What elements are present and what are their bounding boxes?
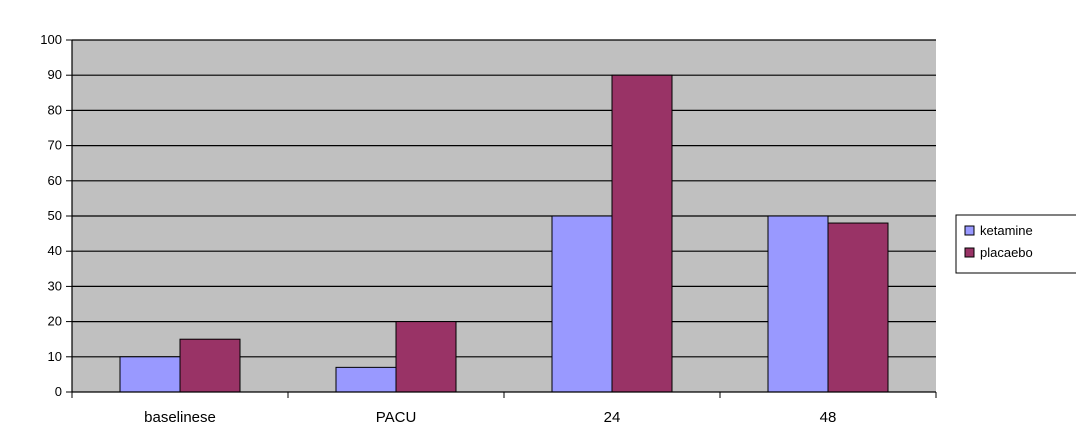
legend: ketamine placaebo <box>955 214 1076 274</box>
x-tick-label: 24 <box>604 409 621 426</box>
bar-ketamine-baselinese <box>119 356 181 393</box>
y-tick-label: 50 <box>48 208 62 223</box>
y-axis: 0 10 20 30 40 50 60 70 80 90 100 <box>40 32 73 399</box>
y-tick-label: 10 <box>48 349 62 364</box>
x-tick-label: 48 <box>820 409 837 426</box>
y-tick-label: 90 <box>48 67 62 82</box>
y-tick-label: 100 <box>40 32 62 47</box>
legend-box <box>955 214 1076 274</box>
x-tick-label: PACU <box>376 409 417 426</box>
bar-placaebo-24 <box>611 74 673 393</box>
y-tick-label: 60 <box>48 173 62 188</box>
legend-label-ketamine: ketamine <box>980 223 1033 238</box>
bar-placaebo-PACU <box>395 321 457 393</box>
bar-placaebo-baselinese <box>179 338 241 393</box>
y-tick-label: 30 <box>48 278 62 293</box>
legend-swatch-placaebo <box>964 247 975 258</box>
bar-ketamine-48 <box>767 215 829 393</box>
y-tick-label: 70 <box>48 138 62 153</box>
y-tick-label: 80 <box>48 102 62 117</box>
y-tick-label: 0 <box>55 384 62 399</box>
legend-swatch-ketamine <box>964 225 975 236</box>
bar-placaebo-48 <box>827 222 889 393</box>
y-tick-label: 20 <box>48 314 62 329</box>
x-tick-label: baselinese <box>144 409 216 426</box>
bar-ketamine-PACU <box>335 366 397 393</box>
x-axis: baselinese PACU 24 48 <box>71 391 937 426</box>
grid-lines <box>72 39 936 358</box>
y-tick-label: 40 <box>48 243 62 258</box>
bar-ketamine-24 <box>551 215 613 393</box>
legend-label-placaebo: placaebo <box>980 245 1033 260</box>
